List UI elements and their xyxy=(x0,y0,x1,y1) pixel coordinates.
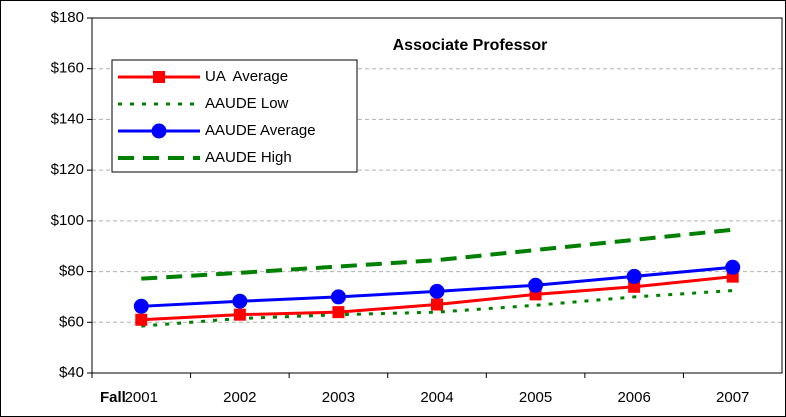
y-tick-label: $40 xyxy=(59,364,84,381)
y-tick-label: $160 xyxy=(51,60,84,77)
y-tick-label: $180 xyxy=(51,9,84,26)
marker xyxy=(725,259,741,275)
legend-label: UA Average xyxy=(205,68,288,85)
marker xyxy=(528,277,544,293)
legend-box xyxy=(111,59,358,173)
x-tick-label: 2002 xyxy=(223,389,256,406)
marker xyxy=(332,306,345,319)
marker xyxy=(133,298,149,314)
y-tick-label: $60 xyxy=(59,313,84,330)
legend-label: AAUDE Low xyxy=(205,95,289,112)
legend-marker xyxy=(153,71,165,83)
legend-marker xyxy=(151,123,167,139)
chart-title: Associate Professor xyxy=(393,37,548,54)
legend-label: AAUDE Average xyxy=(205,122,316,139)
marker xyxy=(431,298,443,311)
x-axis-label: Fall xyxy=(100,389,126,406)
y-tick-label: $80 xyxy=(59,263,84,280)
marker xyxy=(232,293,248,309)
marker xyxy=(429,283,445,299)
marker xyxy=(233,308,246,321)
legend: UA Average AAUDE Low AAUDE Average AAUDE Hi… xyxy=(111,59,358,173)
legend-label: AAUDE High xyxy=(205,149,292,166)
y-tick-label: $100 xyxy=(51,212,84,229)
y-tick-label: $140 xyxy=(51,110,84,127)
marker xyxy=(628,280,641,293)
x-tick-label: 2006 xyxy=(617,389,650,406)
x-tick-label: 2007 xyxy=(716,389,749,406)
y-tick-label: $120 xyxy=(51,161,84,178)
marker xyxy=(626,268,642,284)
x-tick-label: 2004 xyxy=(420,389,453,406)
x-tick-label: 2005 xyxy=(519,389,552,406)
x-tick-label: 2003 xyxy=(322,389,355,406)
x-tick-label: 2001 xyxy=(125,389,158,406)
marker xyxy=(330,289,346,305)
marker xyxy=(135,313,148,326)
plot-frame xyxy=(91,17,783,374)
